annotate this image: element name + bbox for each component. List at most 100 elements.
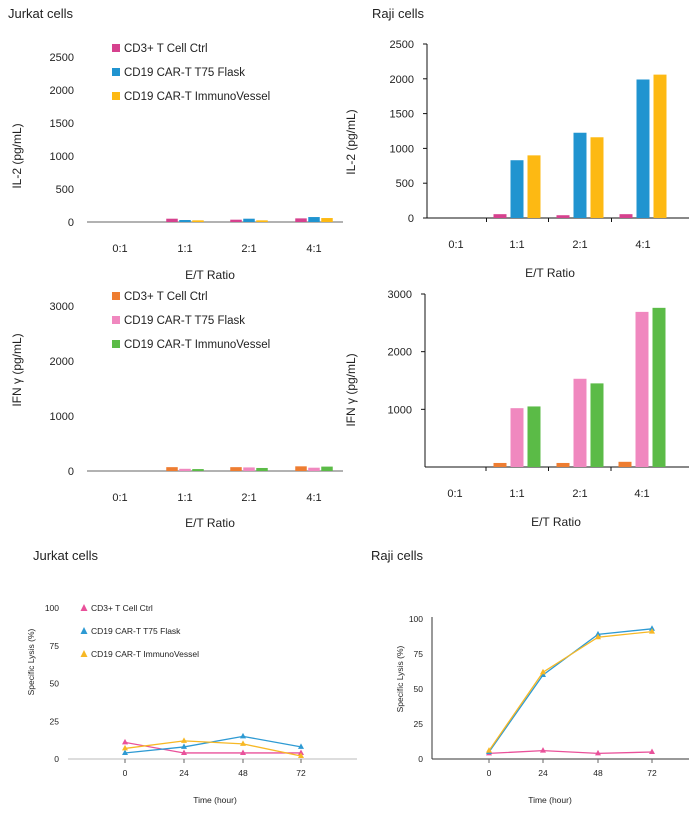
- bar-cd3-t-cell-ctrl-1-1: [166, 218, 178, 222]
- legend-marker: [80, 650, 88, 657]
- bar-cd3-t-cell-ctrl-1-1: [493, 214, 507, 218]
- y-tick-label: 2000: [50, 85, 74, 97]
- y-tick-label: 2000: [388, 347, 412, 359]
- x-axis-label: E/T Ratio: [531, 515, 581, 529]
- x-axis-label: Time (hour): [193, 795, 237, 805]
- data-point-marker: [540, 671, 546, 677]
- data-point-marker: [595, 633, 601, 640]
- chart-ifn-jurkat: 0 1000 2000 3000 0:1 1:1 2:1 4:1 E/T Ratio IFN γ …: [10, 291, 343, 530]
- y-tick-label: 0: [68, 466, 74, 478]
- x-tick-label: 4:1: [634, 488, 649, 500]
- chart-title-lysis-raji: Raji cells: [371, 548, 424, 563]
- x-tick-label: 1:1: [509, 488, 524, 500]
- x-axis-label: E/T Ratio: [185, 516, 235, 530]
- bar-cd19-car-t-immunovessel-2-1: [256, 220, 268, 222]
- y-axis-label: Specific Lysis (%): [26, 628, 36, 695]
- x-tick-label: 4:1: [306, 492, 321, 504]
- x-axis-label: E/T Ratio: [185, 268, 235, 282]
- bar-cd19-car-t-immunovessel-1-1: [527, 155, 541, 218]
- x-tick-label: 72: [296, 768, 306, 778]
- y-tick-label: 0: [418, 754, 423, 764]
- data-point-marker: [240, 732, 246, 739]
- y-tick-label: 25: [414, 719, 424, 729]
- bar-cd3-t-cell-ctrl-2-1: [230, 467, 242, 471]
- chart-title-lysis-jurkat: Jurkat cells: [33, 548, 99, 563]
- x-tick-label: 2:1: [241, 243, 256, 255]
- x-tick-label: 2:1: [241, 492, 256, 504]
- bar-cd3-t-cell-ctrl-4-1: [295, 218, 307, 222]
- bar-cd3-t-cell-ctrl-1-1: [166, 467, 178, 471]
- y-tick-label: 3000: [50, 301, 74, 313]
- chart-lysis-jurkat: 0 25 50 75 100 0 24 48 72 Time (hour) Specific Lys…: [26, 603, 357, 805]
- chart-title-il2-jurkat: Jurkat cells: [8, 6, 74, 21]
- bar-cd19-car-t-t75-flask-4-1: [635, 311, 649, 467]
- chart-ifn-raji: 1000 2000 3000 0:1 1:1 2:1 4:1 E/T Ratio IFN γ (…: [344, 289, 689, 529]
- bar-cd3-t-cell-ctrl-4-1: [295, 466, 307, 471]
- bar-cd19-car-t-immunovessel-4-1: [321, 466, 333, 471]
- y-axis-label: IL-2 (pg/mL): [10, 123, 24, 188]
- data-point-marker: [649, 628, 655, 634]
- bar-cd3-t-cell-ctrl-2-1: [556, 215, 570, 218]
- data-point-marker: [181, 737, 187, 743]
- data-point-marker: [595, 749, 601, 756]
- data-point-marker: [122, 749, 128, 755]
- y-tick-label: 1500: [390, 109, 414, 121]
- legend-swatch: [112, 340, 120, 348]
- data-point-marker: [595, 630, 601, 637]
- bar-cd3-t-cell-ctrl-4-1: [618, 461, 632, 467]
- legend-label: CD19 CAR-T T75 Flask: [124, 315, 245, 327]
- y-tick-label: 2500: [390, 39, 414, 51]
- legend-marker: [80, 627, 88, 634]
- y-tick-label: 0: [68, 217, 74, 229]
- bar-cd19-car-t-t75-flask-2-1: [243, 467, 255, 471]
- x-tick-label: 0: [123, 768, 128, 778]
- x-tick-label: 24: [538, 768, 548, 778]
- x-tick-label: 48: [593, 768, 603, 778]
- legend-marker: [80, 604, 88, 611]
- data-point-marker: [122, 744, 128, 751]
- x-tick-label: 0:1: [112, 492, 127, 504]
- y-tick-label: 500: [56, 184, 74, 196]
- legend-swatch: [112, 44, 120, 52]
- data-point-marker: [649, 625, 655, 631]
- data-point-marker: [298, 749, 304, 755]
- legend-swatch: [112, 92, 120, 100]
- bar-cd3-t-cell-ctrl-2-1: [230, 219, 242, 222]
- y-tick-label: 25: [50, 716, 60, 726]
- bar-cd19-car-t-immunovessel-2-1: [256, 467, 268, 471]
- y-tick-label: 50: [50, 679, 60, 689]
- bar-cd19-car-t-t75-flask-2-1: [573, 378, 587, 467]
- y-tick-label: 2000: [390, 74, 414, 86]
- bar-cd19-car-t-t75-flask-1-1: [179, 468, 191, 471]
- y-tick-label: 1000: [50, 151, 74, 163]
- x-tick-label: 0:1: [448, 239, 463, 251]
- bar-cd19-car-t-immunovessel-2-1: [590, 137, 604, 218]
- series-line-cd19-car-t-t75-flask: [124, 735, 302, 754]
- bar-cd19-car-t-t75-flask-1-1: [510, 408, 524, 467]
- x-tick-label: 4:1: [635, 239, 650, 251]
- data-point-marker: [486, 747, 492, 753]
- bar-cd19-car-t-t75-flask-2-1: [243, 218, 255, 222]
- y-tick-label: 2500: [50, 52, 74, 64]
- series-line-cd3-t-cell-ctrl: [124, 741, 301, 754]
- y-tick-label: 100: [409, 614, 423, 624]
- data-point-marker: [298, 743, 304, 749]
- bar-cd19-car-t-immunovessel-4-1: [321, 218, 333, 222]
- series-line-cd19-car-t-immunovessel: [124, 740, 302, 757]
- chart-title-il2-raji: Raji cells: [372, 6, 425, 21]
- legend-label: CD3+ T Cell Ctrl: [124, 291, 208, 303]
- bar-cd3-t-cell-ctrl-1-1: [493, 462, 507, 467]
- y-tick-label: 3000: [388, 289, 412, 301]
- legend-label: CD3+ T Cell Ctrl: [124, 43, 208, 55]
- x-tick-label: 0: [487, 768, 492, 778]
- legend-label: CD19 CAR-T ImmunoVessel: [124, 91, 270, 103]
- bar-cd19-car-t-immunovessel-1-1: [192, 220, 204, 222]
- data-point-marker: [240, 740, 246, 746]
- bar-cd19-car-t-immunovessel-1-1: [527, 406, 541, 467]
- data-point-marker: [181, 749, 187, 755]
- series-line-cd3-t-cell-ctrl: [488, 749, 653, 755]
- x-tick-label: 48: [238, 768, 248, 778]
- y-tick-label: 0: [408, 213, 414, 225]
- y-axis-label: IL-2 (pg/mL): [344, 109, 358, 174]
- legend-label: CD3+ T Cell Ctrl: [91, 603, 153, 613]
